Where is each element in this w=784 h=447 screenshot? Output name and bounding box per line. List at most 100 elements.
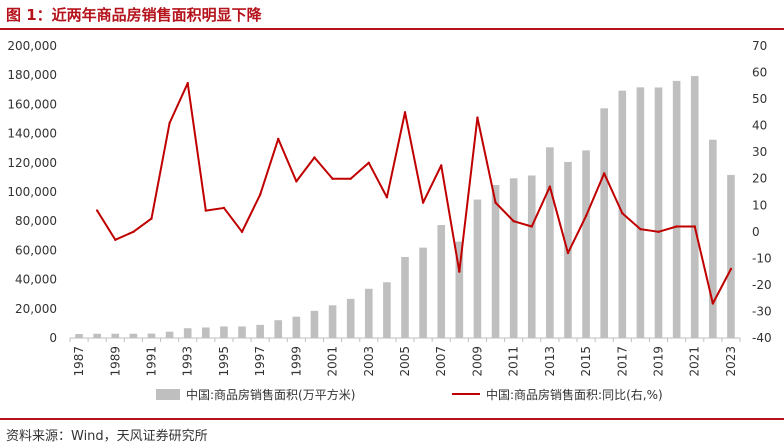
bar-2022 [709,139,717,338]
x-tick-label: 2021 [688,346,702,377]
yoy-point-1991 [150,217,153,220]
bar-1987 [75,334,83,338]
yoy-point-1990 [132,230,135,234]
right-tick-label: 30 [752,145,767,159]
bar-1995 [220,326,228,338]
yoy-point-2013 [548,185,552,188]
yoy-point-2023 [729,267,733,271]
yoy-point-2002 [349,177,352,180]
chart-title: 图 1：近两年商品房销售面积明显下降 [6,6,262,24]
bar-2010 [491,184,500,338]
yoy-line [96,82,732,305]
yoy-point-2001 [331,177,334,180]
x-tick-label: 1989 [108,346,122,377]
x-tick-label: 2009 [470,346,484,377]
yoy-point-1997 [258,193,262,196]
bar-2001 [328,305,337,338]
right-tick-label: -40 [752,331,772,345]
x-tick-label: 1987 [72,346,86,377]
bar-1993 [183,328,192,338]
bar-2018 [636,87,645,338]
yoy-point-2017 [621,212,624,215]
bar-1999 [292,316,301,338]
bar-2016 [600,108,608,338]
bar-2003 [364,288,373,338]
x-tick-label: 1997 [253,346,267,377]
legend-line-label: 中国:商品房销售面积:同比(右,%) [486,387,663,402]
right-tick-label: 70 [752,39,767,53]
yoy-point-2019 [657,230,660,234]
bar-2002 [346,298,355,338]
left-tick-label: 120,000 [7,156,57,170]
bar-2011 [509,178,518,338]
source-note: 资料来源：Wind，天风证券研究所 [6,429,208,444]
bar-1988 [93,333,101,338]
yoy-point-2022 [711,302,715,305]
x-tick-label: 2017 [615,346,629,377]
x-tick-label: 1993 [181,346,195,377]
x-tick-label: 2007 [434,346,448,377]
right-tick-label: 10 [752,198,767,212]
bar-2013 [546,147,554,338]
x-tick-label: 2023 [724,346,738,377]
bar-1989 [111,333,120,338]
yoy-point-2012 [530,225,533,228]
bar-1996 [238,326,246,338]
x-tick-label: 1991 [144,346,158,377]
bar-2023 [727,174,735,338]
yoy-point-2003 [367,161,370,164]
bar-2015 [582,150,590,338]
bar-2000 [310,310,319,338]
yoy-point-1992 [168,121,171,125]
yoy-point-2020 [675,225,678,228]
left-tick-label: 0 [49,331,57,345]
yoy-point-1996 [240,230,244,234]
chart-canvas: 0 20,000 40,000 60,000 80,000 100,000 120,000 1… [7,39,772,402]
bar-2005 [401,256,409,338]
bar-2006 [419,247,427,338]
x-tick-label: 2011 [507,346,521,377]
right-tick-label: 20 [752,172,767,186]
left-tick-label: 20,000 [15,302,57,316]
x-tick-label: 2005 [398,346,412,377]
bar-2021 [690,76,699,338]
right-tick-label: 50 [752,92,767,106]
x-tick-label: 2003 [362,346,376,377]
bar-1994 [202,327,210,338]
bar-2020 [672,80,681,338]
yoy-point-2015 [584,214,588,218]
left-tick-label: 100,000 [7,185,57,199]
line-series [95,81,733,305]
x-tick-label: 2013 [543,346,557,377]
right-tick-label: 40 [752,119,767,133]
yoy-point-2000 [313,156,316,159]
x-tick-label: 2015 [579,346,593,377]
bar-2012 [527,175,536,338]
left-tick-label: 40,000 [15,273,57,287]
left-tick-label: 140,000 [7,127,57,141]
chart-title-bar: 图 1：近两年商品房销售面积明显下降 [0,0,784,30]
yoy-point-1999 [295,180,298,183]
x-tick-label: 2001 [326,346,340,377]
source-bar: 资料来源：Wind，天风证券研究所 [0,418,784,447]
right-axis: -40 -30 -20 -10 0 10 20 30 40 50 60 70 [752,39,772,345]
left-tick-label: 60,000 [15,243,57,257]
yoy-point-2016 [602,172,606,175]
left-tick-label: 80,000 [15,214,57,228]
yoy-point-2014 [566,251,570,255]
bar-2008 [455,241,464,338]
yoy-point-2011 [512,220,515,223]
yoy-point-2018 [639,227,642,231]
right-tick-label: -20 [752,278,772,292]
bar-1991 [147,333,156,338]
bar-2004 [383,282,391,338]
yoy-point-1988 [95,209,99,212]
yoy-point-1993 [186,81,189,85]
yoy-point-2007 [440,164,443,167]
right-tick-label: 60 [752,66,767,80]
yoy-point-2004 [385,196,389,199]
yoy-point-2010 [494,201,497,204]
yoy-point-1989 [114,238,117,241]
left-tick-label: 180,000 [7,68,57,82]
x-tick-label: 1999 [289,346,303,377]
